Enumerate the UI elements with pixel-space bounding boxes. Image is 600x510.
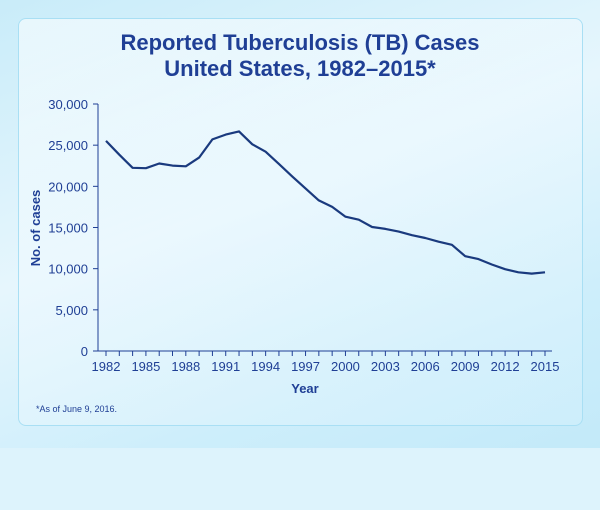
- x-tick-label: 1985: [131, 359, 160, 374]
- x-axis-label: Year: [291, 381, 318, 396]
- y-tick-label: 0: [81, 344, 88, 359]
- x-tick-label: 1997: [291, 359, 320, 374]
- chart-subtitle: United States, 1982–2015*: [164, 56, 436, 81]
- chart-title: Reported Tuberculosis (TB) Cases: [120, 30, 480, 55]
- x-tick-label: 1988: [171, 359, 200, 374]
- y-tick-label: 20,000: [48, 179, 88, 194]
- y-tick-label: 25,000: [48, 138, 88, 153]
- chart-panel: [18, 18, 583, 426]
- x-tick-label: 2009: [451, 359, 480, 374]
- footnote: *As of June 9, 2016.: [36, 404, 118, 414]
- x-tick-label: 2000: [331, 359, 360, 374]
- x-tick-label: 1982: [92, 359, 121, 374]
- x-tick-label: 2015: [531, 359, 560, 374]
- series-line: [105, 130, 546, 275]
- x-tick-label: 2012: [491, 359, 520, 374]
- bottom-strip: [0, 448, 600, 510]
- y-tick-label: 5,000: [55, 303, 88, 318]
- y-tick-label: 15,000: [48, 221, 88, 236]
- y-tick-label: 30,000: [48, 97, 88, 112]
- x-tick-label: 1991: [211, 359, 240, 374]
- x-tick-label: 1994: [251, 359, 280, 374]
- x-tick-label: 2003: [371, 359, 400, 374]
- y-axis-label: No. of cases: [28, 190, 43, 267]
- x-tick-label: 2006: [411, 359, 440, 374]
- y-tick-label: 10,000: [48, 262, 88, 277]
